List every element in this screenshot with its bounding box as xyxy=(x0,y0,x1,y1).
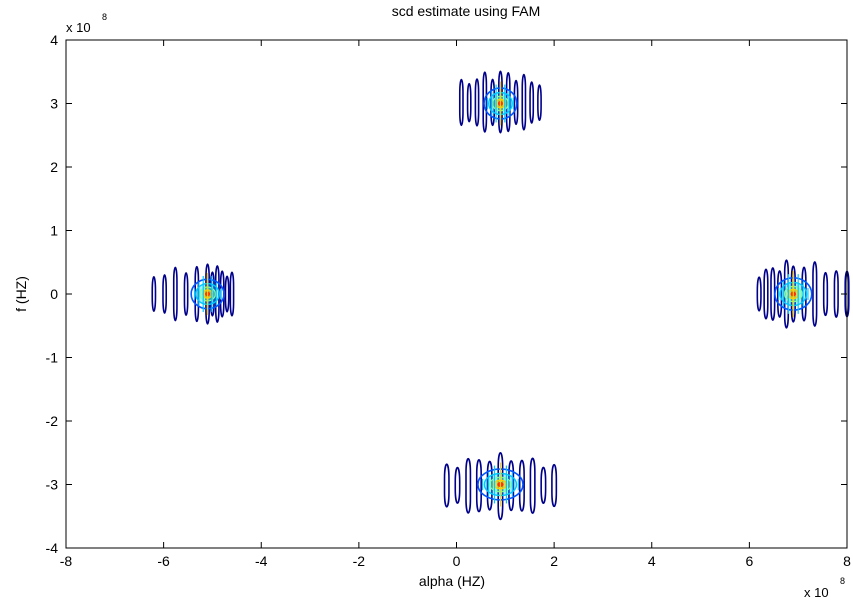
contour-lobe xyxy=(151,276,157,312)
x-axis-label: alpha (HZ) xyxy=(419,573,485,589)
contour-lobe xyxy=(454,466,461,504)
y-tick-label: 0 xyxy=(50,286,58,302)
y-axis-ticks: -4 -3 -2 -1 0 1 2 3 4 xyxy=(46,32,847,556)
contour-lobe xyxy=(540,466,547,505)
contour-lobe xyxy=(756,276,762,312)
x-tick-label: 8 xyxy=(843,553,851,569)
y-tick-label: 1 xyxy=(50,223,58,239)
contour-lines xyxy=(151,70,850,521)
contour-lobe xyxy=(443,463,450,508)
contour-lobe xyxy=(551,463,558,508)
y-tick-label: 4 xyxy=(50,32,58,48)
contour-lobe xyxy=(162,274,168,314)
contour-lobe xyxy=(822,271,829,317)
y-multiplier-base: x 10 xyxy=(66,20,91,35)
x-tick-label: -6 xyxy=(157,553,170,569)
x-tick-label: -2 xyxy=(353,553,366,569)
plot-area xyxy=(65,39,850,549)
contour-lobe xyxy=(777,270,783,318)
contour-lobe xyxy=(172,266,178,322)
contour-lobe xyxy=(529,457,536,515)
contour-lobe xyxy=(518,459,525,512)
contour-peak xyxy=(458,70,542,134)
contour-lobe xyxy=(229,271,235,317)
contour-lobe xyxy=(513,79,519,126)
chart-title: scd estimate using FAM xyxy=(392,3,541,19)
contour-lobe xyxy=(224,275,230,313)
x-tick-label: -4 xyxy=(255,553,268,569)
y-axis-multiplier: x 10 8 xyxy=(66,12,107,35)
y-tick-label: -1 xyxy=(46,350,59,366)
y-tick-label: -4 xyxy=(46,540,59,556)
x-axis-multiplier: x 10 8 xyxy=(804,576,845,600)
contour-peak xyxy=(151,263,235,325)
x-tick-label: 4 xyxy=(648,553,656,569)
contour-lobe xyxy=(183,272,189,316)
x-multiplier-base: x 10 xyxy=(804,585,829,600)
y-multiplier-exponent: 8 xyxy=(102,12,107,22)
y-tick-label: -2 xyxy=(46,413,59,429)
contour-lobe xyxy=(490,78,496,127)
contour-lobe xyxy=(812,261,818,327)
y-axis-label: f (HZ) xyxy=(13,276,29,312)
x-tick-label: 2 xyxy=(550,553,558,569)
contour-lobe xyxy=(529,81,535,124)
y-tick-label: 2 xyxy=(50,159,58,175)
x-axis-ticks: -8 -6 -4 -2 0 2 4 6 8 xyxy=(60,40,851,569)
x-tick-label: 0 xyxy=(453,553,461,569)
x-multiplier-exponent: 8 xyxy=(840,576,845,586)
contour-lobe xyxy=(508,460,515,512)
contour-lobe xyxy=(537,84,542,122)
contour-lobe xyxy=(466,82,472,123)
x-tick-label: 6 xyxy=(745,553,753,569)
contour-lobe xyxy=(763,268,769,320)
contour-lobe xyxy=(521,73,527,131)
y-tick-label: -3 xyxy=(46,477,59,493)
contour-lobe xyxy=(482,71,488,133)
x-tick-label: -8 xyxy=(60,553,73,569)
contour-lobe xyxy=(458,78,464,127)
contour-lobe xyxy=(474,78,480,127)
contour-lobe xyxy=(505,71,511,133)
contour-lobe xyxy=(475,459,482,513)
contour-lobe xyxy=(833,270,839,318)
contour-peak xyxy=(443,451,558,521)
contour-lobe xyxy=(486,460,493,511)
y-tick-label: 3 xyxy=(50,96,58,112)
contour-lobe xyxy=(465,457,472,514)
contour-peak xyxy=(756,259,850,329)
